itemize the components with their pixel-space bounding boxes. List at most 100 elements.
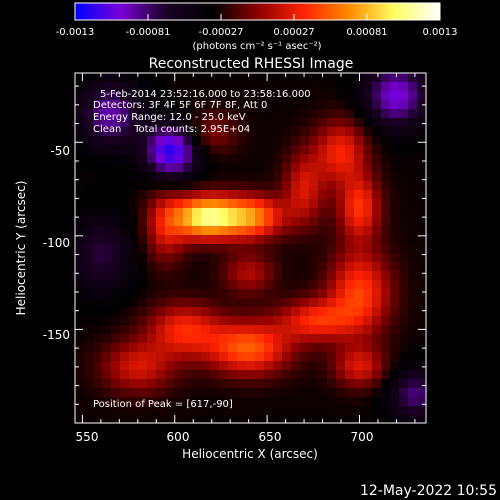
heatmap-cell bbox=[129, 415, 139, 424]
heatmap-cell bbox=[363, 136, 373, 146]
heatmap-cell bbox=[93, 181, 103, 191]
heatmap-cell bbox=[102, 226, 112, 236]
heatmap-cell bbox=[345, 190, 355, 200]
heatmap-cell bbox=[237, 262, 247, 272]
heatmap-cell bbox=[345, 343, 355, 353]
heatmap-cell bbox=[165, 199, 175, 209]
heatmap-cell bbox=[327, 379, 337, 389]
heatmap-cell bbox=[273, 298, 283, 308]
heatmap-cell bbox=[336, 208, 346, 218]
heatmap-cell bbox=[147, 208, 157, 218]
heatmap-cell bbox=[408, 253, 418, 263]
heatmap-cell bbox=[111, 280, 121, 290]
heatmap-cell bbox=[345, 100, 355, 110]
heatmap-cell bbox=[102, 172, 112, 182]
heatmap-cell bbox=[156, 307, 166, 317]
heatmap-cell bbox=[219, 388, 229, 398]
heatmap-cell bbox=[345, 361, 355, 371]
heatmap-cell bbox=[291, 379, 301, 389]
heatmap-cell bbox=[129, 262, 139, 272]
heatmap-cell bbox=[255, 100, 265, 110]
heatmap-cell bbox=[318, 91, 328, 101]
heatmap-cell bbox=[255, 388, 265, 398]
heatmap-cell bbox=[192, 82, 202, 92]
heatmap-cell bbox=[111, 163, 121, 173]
heatmap-cell bbox=[183, 280, 193, 290]
heatmap-cell bbox=[84, 406, 94, 416]
heatmap-cell bbox=[228, 190, 238, 200]
heatmap-cell bbox=[417, 253, 427, 263]
heatmap-cell bbox=[255, 190, 265, 200]
heatmap-cell bbox=[120, 118, 130, 128]
heatmap-cell bbox=[399, 109, 409, 119]
heatmap-cell bbox=[399, 325, 409, 335]
heatmap-cell bbox=[399, 388, 409, 398]
heatmap-cell bbox=[372, 289, 382, 299]
heatmap-cell bbox=[372, 361, 382, 371]
heatmap-cell bbox=[300, 127, 310, 137]
heatmap-cell bbox=[183, 361, 193, 371]
info-block: 5-Feb-2014 23:52:16.000 to 23:58:16.000 … bbox=[93, 89, 311, 135]
heatmap-cell bbox=[165, 388, 175, 398]
heatmap-cell bbox=[408, 298, 418, 308]
heatmap-cell bbox=[408, 271, 418, 281]
heatmap-cell bbox=[111, 172, 121, 182]
heatmap-cell bbox=[120, 127, 130, 137]
heatmap-cell bbox=[219, 190, 229, 200]
heatmap-cell bbox=[102, 145, 112, 155]
heatmap-cell bbox=[111, 91, 121, 101]
heatmap-cell bbox=[129, 100, 139, 110]
heatmap-cell bbox=[102, 325, 112, 335]
heatmap-cell bbox=[111, 388, 121, 398]
heatmap-cell bbox=[84, 82, 94, 92]
heatmap-cell bbox=[336, 109, 346, 119]
heatmap-cell bbox=[138, 217, 148, 227]
heatmap-cell bbox=[228, 118, 238, 128]
heatmap-cell bbox=[246, 271, 256, 281]
heatmap-cell bbox=[237, 100, 247, 110]
y-tick-label: -100 bbox=[43, 236, 70, 250]
heatmap-cell bbox=[381, 226, 391, 236]
heatmap-cell bbox=[273, 109, 283, 119]
heatmap-cell bbox=[102, 289, 112, 299]
heatmap-cell bbox=[390, 280, 400, 290]
heatmap-cell bbox=[408, 289, 418, 299]
heatmap-cell bbox=[291, 334, 301, 344]
heatmap-cell bbox=[84, 325, 94, 335]
heatmap-cell bbox=[120, 415, 130, 424]
heatmap-cell bbox=[390, 109, 400, 119]
heatmap-cell bbox=[192, 163, 202, 173]
heatmap-cell bbox=[264, 235, 274, 245]
heatmap-cell bbox=[156, 289, 166, 299]
heatmap-cell bbox=[255, 316, 265, 326]
heatmap-cell bbox=[390, 100, 400, 110]
heatmap-cell bbox=[183, 289, 193, 299]
heatmap-cell bbox=[255, 244, 265, 254]
heatmap-cell bbox=[291, 307, 301, 317]
heatmap-cell bbox=[246, 109, 256, 119]
heatmap-cell bbox=[102, 154, 112, 164]
heatmap-cell bbox=[183, 343, 193, 353]
heatmap-cell bbox=[237, 352, 247, 362]
heatmap-cell bbox=[111, 325, 121, 335]
heatmap-cell bbox=[336, 352, 346, 362]
heatmap-cell bbox=[174, 388, 184, 398]
heatmap-cell bbox=[291, 181, 301, 191]
heatmap-cell bbox=[174, 172, 184, 182]
heatmap-cell bbox=[201, 136, 211, 146]
heatmap-cell bbox=[372, 262, 382, 272]
heatmap-cell bbox=[246, 91, 256, 101]
heatmap-cell bbox=[264, 208, 274, 218]
heatmap-cell bbox=[390, 136, 400, 146]
heatmap-cell bbox=[156, 415, 166, 424]
heatmap-cell bbox=[75, 289, 85, 299]
heatmap-cell bbox=[93, 100, 103, 110]
heatmap-cell bbox=[318, 181, 328, 191]
heatmap-cell bbox=[399, 361, 409, 371]
heatmap-cell bbox=[372, 172, 382, 182]
heatmap-cell bbox=[93, 307, 103, 317]
heatmap-cell bbox=[228, 280, 238, 290]
heatmap-cell bbox=[327, 325, 337, 335]
heatmap-cell bbox=[327, 100, 337, 110]
heatmap-cell bbox=[237, 127, 247, 137]
